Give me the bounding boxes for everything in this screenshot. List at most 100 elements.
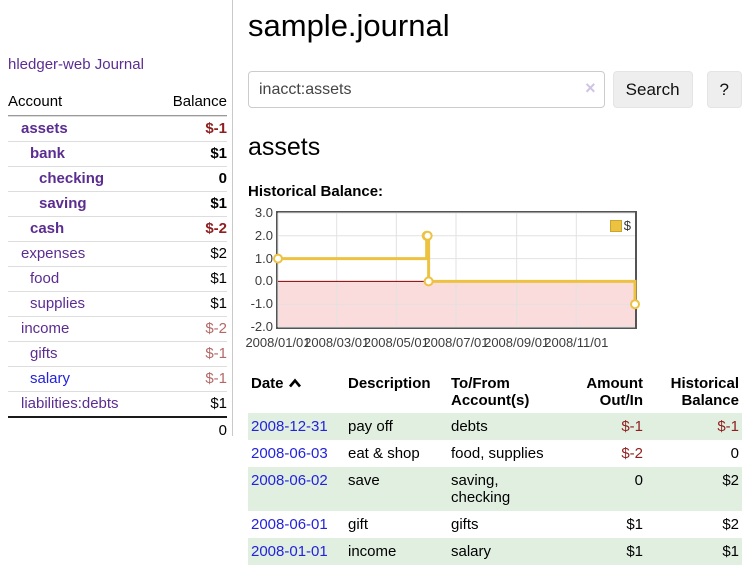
main-content: sample.journal × Search ? assets Histori… — [245, 0, 742, 565]
transaction-date-link[interactable]: 2008-06-02 — [251, 472, 328, 489]
account-link-expenses[interactable]: expenses — [21, 245, 86, 262]
transaction-description: income — [348, 543, 397, 560]
column-header-date[interactable]: Date — [248, 371, 345, 413]
x-clear-icon[interactable]: × — [585, 78, 596, 98]
transaction-description: pay off — [348, 418, 393, 435]
column-header-amount: Amount Out/In — [586, 375, 643, 409]
register-header-row: Date Description To/From Account(s) Amou… — [248, 371, 742, 413]
x-axis-tick-label: 2008/05/01 — [363, 335, 429, 350]
account-balance: $1 — [210, 145, 227, 162]
historical-balance-chart: 3.0 2.0 1.0 0.0 -1.0 -2.0 $ 2008/01/01 2008/03… — [245, 205, 742, 350]
accounts-table-header: Account Balance — [8, 89, 227, 116]
account-balance: $2 — [210, 245, 227, 262]
legend-swatch-icon — [609, 219, 622, 232]
transaction-amount: 0 — [634, 472, 643, 489]
transaction-accounts: debts — [451, 418, 488, 435]
account-link-food[interactable]: food — [30, 270, 60, 287]
account-link-saving[interactable]: saving — [39, 195, 87, 212]
account-row-food: food $1 — [8, 266, 227, 291]
y-axis-tick-label: 3.0 — [254, 205, 273, 220]
chart-title: Historical Balance: — [248, 183, 384, 200]
chart-legend: $ — [608, 217, 632, 234]
accounts-total-row: 0 — [8, 416, 227, 443]
account-balance: $-2 — [205, 220, 227, 237]
register-row: 2008-01-01 income salary $1 $1 — [248, 538, 742, 565]
account-balance: $-2 — [205, 320, 227, 337]
register-table: Date Description To/From Account(s) Amou… — [248, 371, 742, 565]
y-axis-tick-label: -1.0 — [250, 296, 273, 312]
account-link-income[interactable]: income — [21, 320, 70, 337]
register-row: 2008-12-31 pay off debts $-1 $-1 — [248, 413, 742, 440]
account-row-bank: bank $1 — [8, 141, 227, 166]
account-row-expenses: expenses $2 — [8, 241, 227, 266]
transaction-accounts: gifts — [451, 516, 479, 533]
account-link-salary[interactable]: salary — [30, 370, 71, 387]
account-link-supplies[interactable]: supplies — [30, 295, 86, 312]
x-axis-tick-label: 2008/09/01 — [484, 335, 550, 350]
accounts-table: Account Balance assets $-1 bank $1 check… — [8, 89, 227, 443]
y-axis-tick-label: 2.0 — [254, 227, 273, 243]
column-header-description: Description — [348, 375, 431, 392]
transaction-balance: $2 — [722, 516, 739, 533]
transaction-amount: $1 — [626, 516, 643, 533]
search-form: × Search ? — [248, 71, 742, 108]
column-header-accounts: To/From Account(s) — [451, 375, 530, 409]
help-button[interactable]: ? — [706, 71, 742, 108]
account-heading: assets — [248, 133, 321, 161]
account-link-bank[interactable]: bank — [30, 145, 66, 162]
account-link-liabilities-debts[interactable]: liabilities:debts — [21, 395, 119, 412]
accounts-total-value: 0 — [218, 422, 227, 439]
transaction-accounts: saving, checking — [451, 472, 511, 506]
accounts-header-balance: Balance — [172, 93, 227, 110]
search-input[interactable] — [248, 71, 605, 108]
sidebar-divider — [232, 0, 233, 436]
x-axis-tick-label: 2008/01/01 — [245, 335, 311, 350]
chart-canvas — [273, 212, 640, 328]
y-axis-tick-label: 1.0 — [254, 250, 273, 266]
x-axis-tick-label: 2008/03/01 — [304, 335, 370, 350]
account-link-assets[interactable]: assets — [21, 120, 68, 137]
account-row-income: income $-2 — [8, 316, 227, 341]
transaction-date-link[interactable]: 2008-06-01 — [251, 516, 328, 533]
legend-label: $ — [623, 218, 631, 233]
account-row-checking: checking 0 — [8, 166, 227, 191]
transaction-description: save — [348, 472, 380, 489]
account-row-liabilities-debts: liabilities:debts $1 — [8, 391, 227, 416]
transaction-accounts: food, supplies — [451, 445, 544, 462]
account-balance: $1 — [210, 395, 227, 412]
column-header-date-label: Date — [251, 375, 284, 392]
search-button[interactable]: Search — [612, 71, 693, 108]
account-link-cash[interactable]: cash — [30, 220, 65, 237]
account-link-checking[interactable]: checking — [39, 170, 105, 187]
y-axis-tick-label: 0.0 — [254, 273, 273, 289]
search-box: × — [248, 71, 605, 108]
sidebar-item-journal[interactable]: Journal — [94, 56, 144, 73]
transaction-balance: $1 — [722, 543, 739, 560]
account-row-saving: saving $1 — [8, 191, 227, 216]
account-balance: $-1 — [205, 120, 227, 137]
account-balance: $1 — [210, 270, 227, 287]
page-title: sample.journal — [248, 8, 450, 43]
x-axis-tick-label: 2008/11/01 — [544, 335, 609, 350]
transaction-balance: $2 — [722, 472, 739, 489]
account-row-cash: cash $-2 — [8, 216, 227, 241]
register-row: 2008-06-02 save saving, checking 0 $2 — [248, 467, 742, 511]
register-row: 2008-06-01 gift gifts $1 $2 — [248, 511, 742, 538]
transaction-date-link[interactable]: 2008-06-03 — [251, 445, 328, 462]
chart-plot-area: $ — [273, 211, 640, 329]
accounts-header-account: Account — [8, 93, 63, 110]
x-axis-tick-label: 2008/07/01 — [423, 335, 489, 350]
account-row-supplies: supplies $1 — [8, 291, 227, 316]
app-brand-link[interactable]: hledger-web — [8, 56, 91, 73]
transaction-amount: $-1 — [621, 418, 643, 435]
account-row-assets: assets $-1 — [8, 116, 227, 141]
y-axis-tick-label: -2.0 — [250, 319, 273, 334]
chevron-up-icon — [288, 375, 302, 392]
account-link-gifts[interactable]: gifts — [30, 345, 58, 362]
transaction-date-link[interactable]: 2008-01-01 — [251, 543, 328, 560]
transaction-date-link[interactable]: 2008-12-31 — [251, 418, 328, 435]
transaction-amount: $1 — [626, 543, 643, 560]
account-balance: $-1 — [205, 345, 227, 362]
account-balance: 0 — [218, 170, 227, 187]
transaction-description: eat & shop — [348, 445, 420, 462]
